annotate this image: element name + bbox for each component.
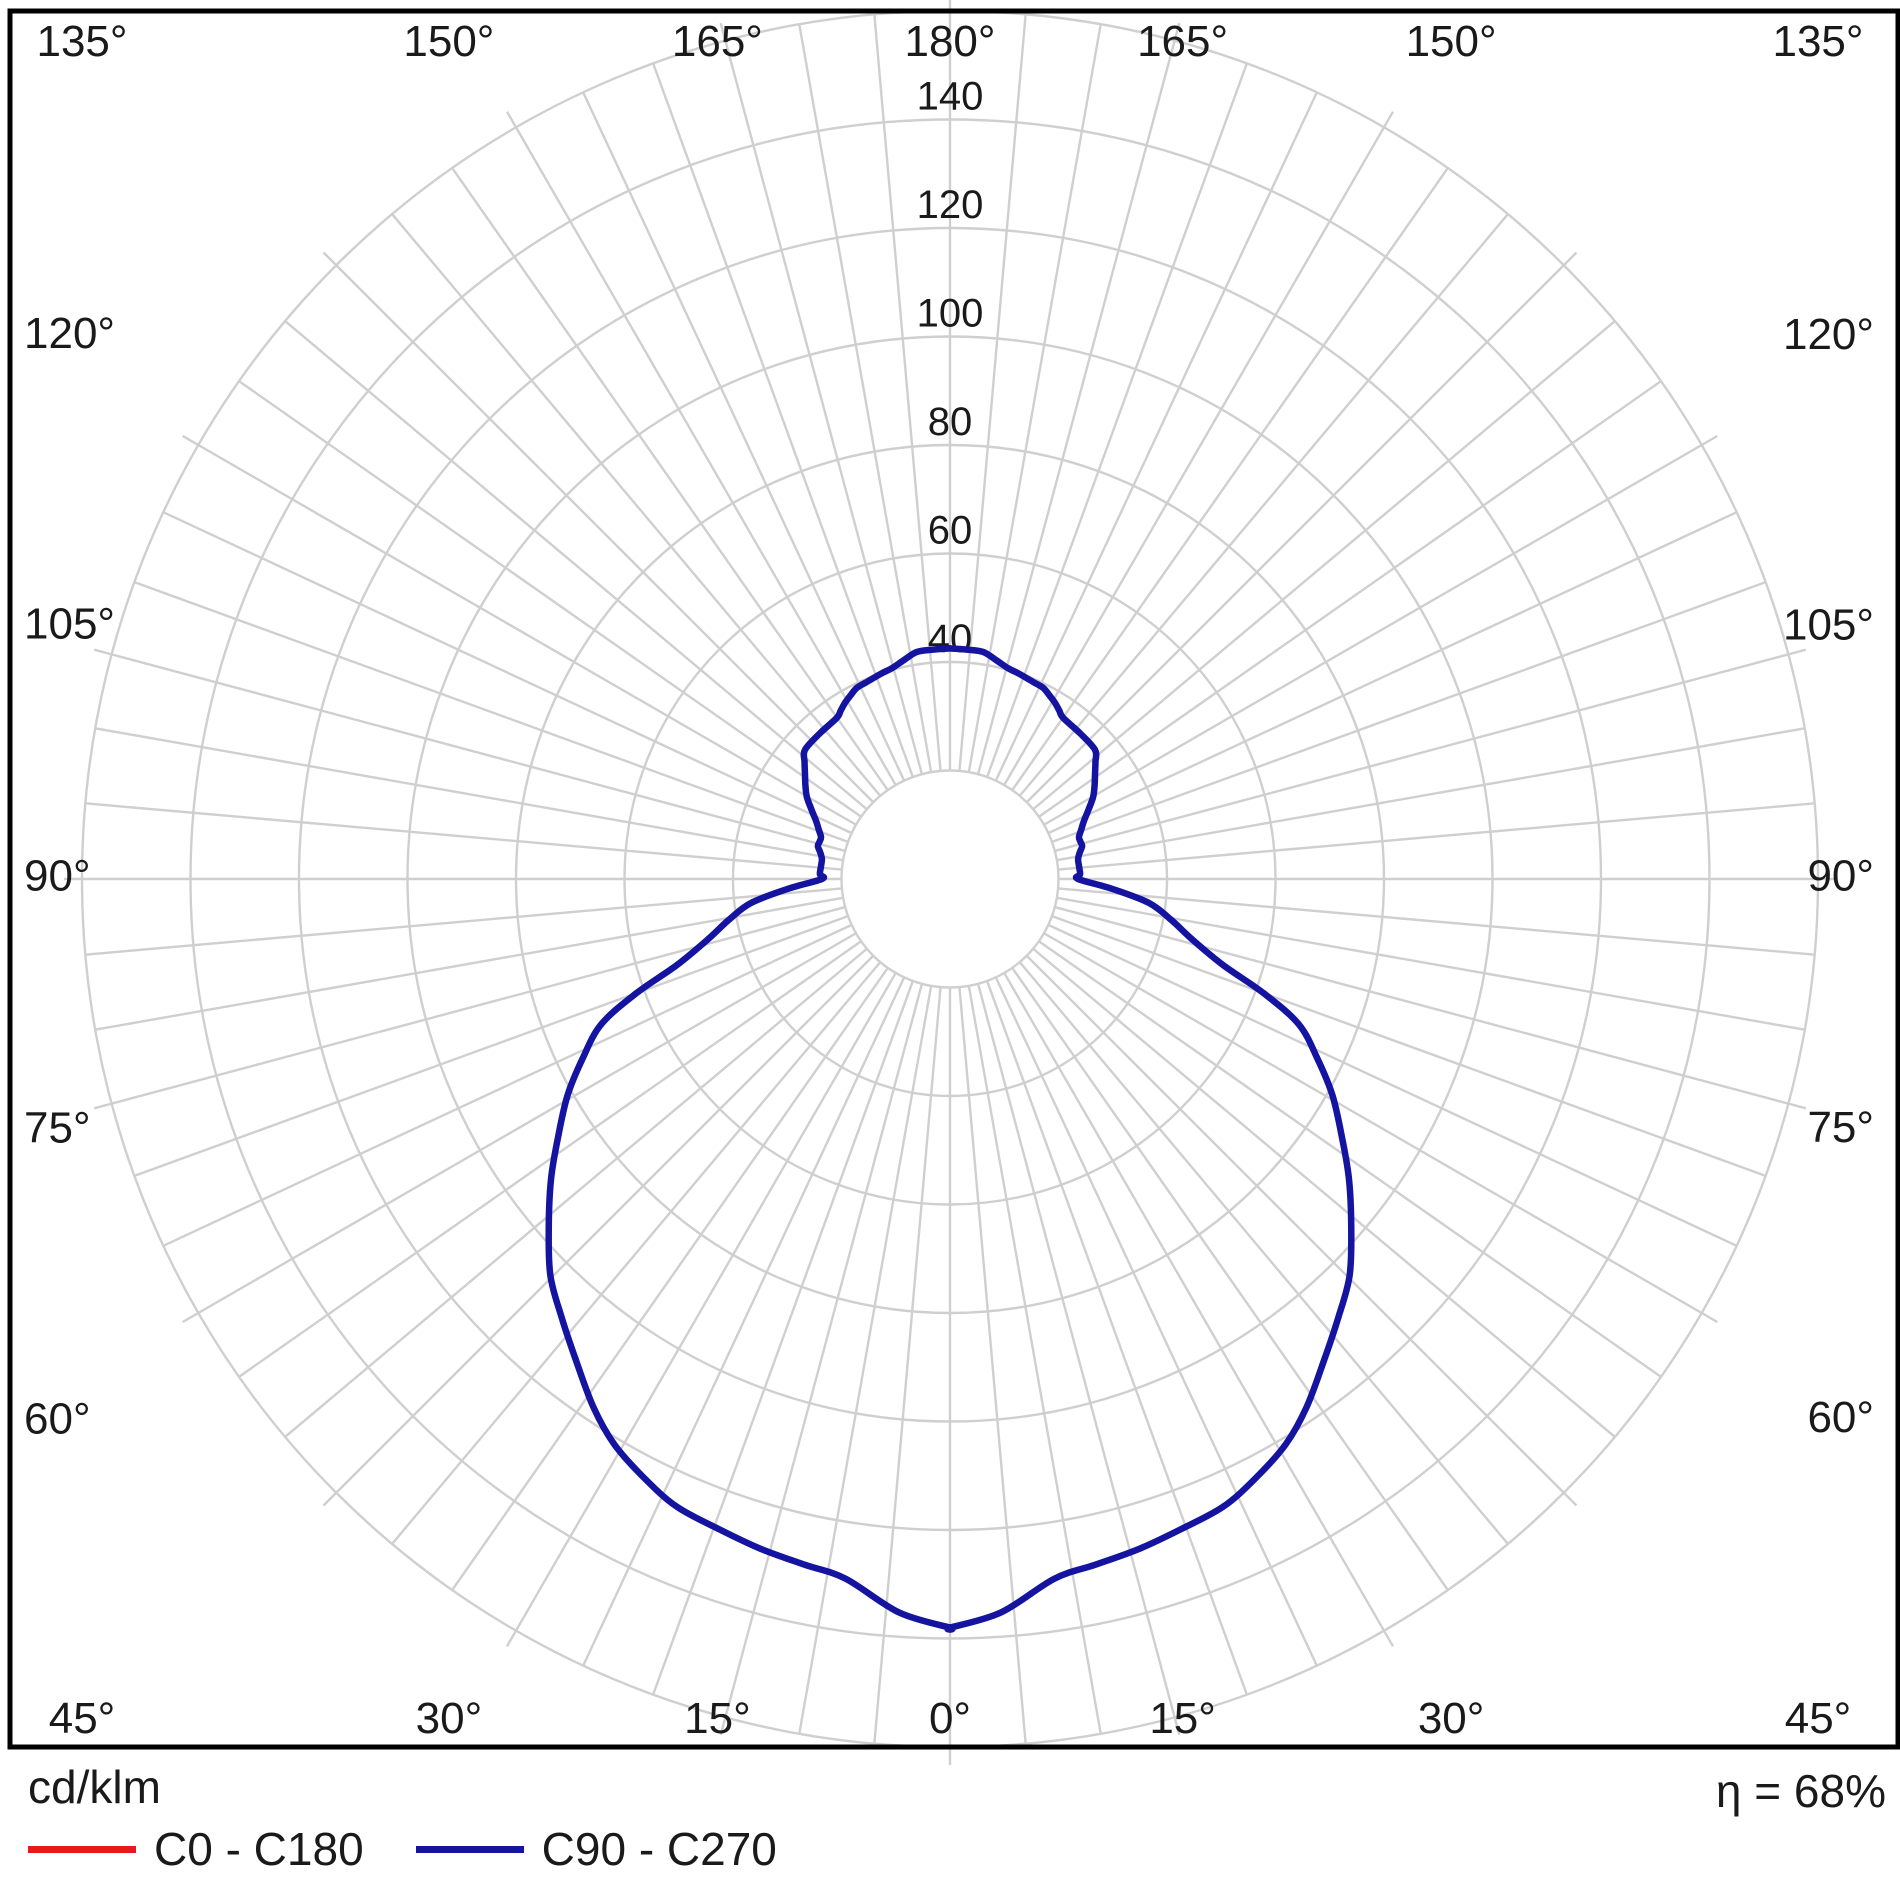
svg-text:30°: 30°	[416, 1694, 483, 1743]
svg-text:105°: 105°	[1783, 600, 1874, 649]
svg-text:120°: 120°	[24, 309, 115, 358]
svg-text:165°: 165°	[672, 17, 763, 66]
svg-text:135°: 135°	[1772, 17, 1863, 66]
svg-text:15°: 15°	[1149, 1694, 1216, 1743]
svg-text:60°: 60°	[24, 1394, 91, 1443]
svg-text:90°: 90°	[1807, 852, 1874, 901]
svg-text:120°: 120°	[1783, 310, 1874, 359]
svg-text:140: 140	[917, 75, 984, 119]
svg-text:120: 120	[917, 183, 984, 227]
svg-text:165°: 165°	[1137, 17, 1228, 66]
svg-text:0°: 0°	[929, 1694, 971, 1743]
svg-text:15°: 15°	[684, 1694, 751, 1743]
svg-text:75°: 75°	[1807, 1103, 1874, 1152]
svg-text:90°: 90°	[24, 852, 91, 901]
svg-text:45°: 45°	[49, 1694, 116, 1743]
svg-text:75°: 75°	[24, 1104, 91, 1153]
svg-text:150°: 150°	[1406, 17, 1497, 66]
svg-text:105°: 105°	[24, 600, 115, 649]
svg-text:135°: 135°	[36, 17, 127, 66]
svg-text:45°: 45°	[1785, 1694, 1852, 1743]
svg-text:100: 100	[917, 292, 984, 336]
svg-text:30°: 30°	[1418, 1694, 1485, 1743]
svg-text:60: 60	[928, 509, 973, 553]
svg-text:180°: 180°	[904, 17, 995, 66]
svg-text:150°: 150°	[403, 17, 494, 66]
svg-text:80: 80	[928, 400, 973, 444]
svg-text:60°: 60°	[1807, 1393, 1874, 1442]
svg-text:40: 40	[928, 617, 973, 661]
